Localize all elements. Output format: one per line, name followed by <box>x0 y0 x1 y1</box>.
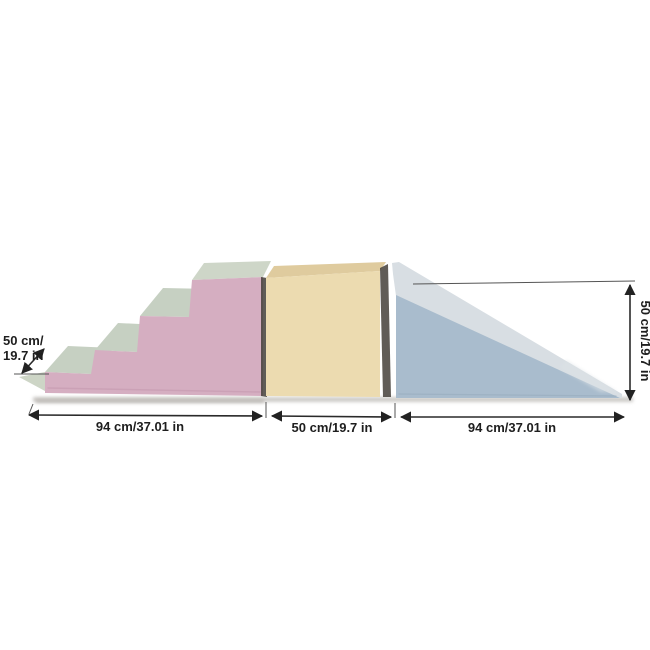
slide-height-extension-line <box>412 280 636 285</box>
slide-tip-highlight <box>560 360 618 392</box>
slide-length-label: 94 cm/37.01 in <box>468 420 556 435</box>
staircase-block <box>19 261 271 396</box>
slide-height-label: 50 cm/19.7 in <box>638 301 650 382</box>
block-gap-right <box>380 264 391 397</box>
staircase-front-face <box>45 277 263 396</box>
slide-bottom-seam <box>398 393 617 397</box>
stair-height-label-cm: 50 cm/ <box>3 333 44 348</box>
stair-height-arrow <box>21 348 45 374</box>
ground-shadow-staircase <box>36 399 264 403</box>
stair-length-label: 94 cm/37.01 in <box>96 419 184 434</box>
slide-front-face <box>396 295 620 398</box>
staircase-top-surface <box>192 261 271 280</box>
block-gap-left <box>261 277 267 397</box>
stair-height-label-in: 19.7 in <box>3 348 44 363</box>
cube-length-arrow <box>270 410 393 423</box>
slide-block <box>392 262 622 398</box>
staircase-side-face <box>19 372 45 391</box>
dimension-overlay: 50 cm/ 19.7 in 94 cm/37.01 in 50 cm/19.7… <box>3 280 650 435</box>
cube-front-face <box>266 271 380 397</box>
cube-top-surface <box>266 262 386 278</box>
staircase-bottom-seam <box>47 387 261 393</box>
cube-block <box>266 262 386 397</box>
cube-length-label: 50 cm/19.7 in <box>292 420 373 435</box>
ground-shadow <box>33 397 633 402</box>
stair-length-extension-tick <box>28 403 34 415</box>
stair-length-arrow <box>27 409 264 422</box>
